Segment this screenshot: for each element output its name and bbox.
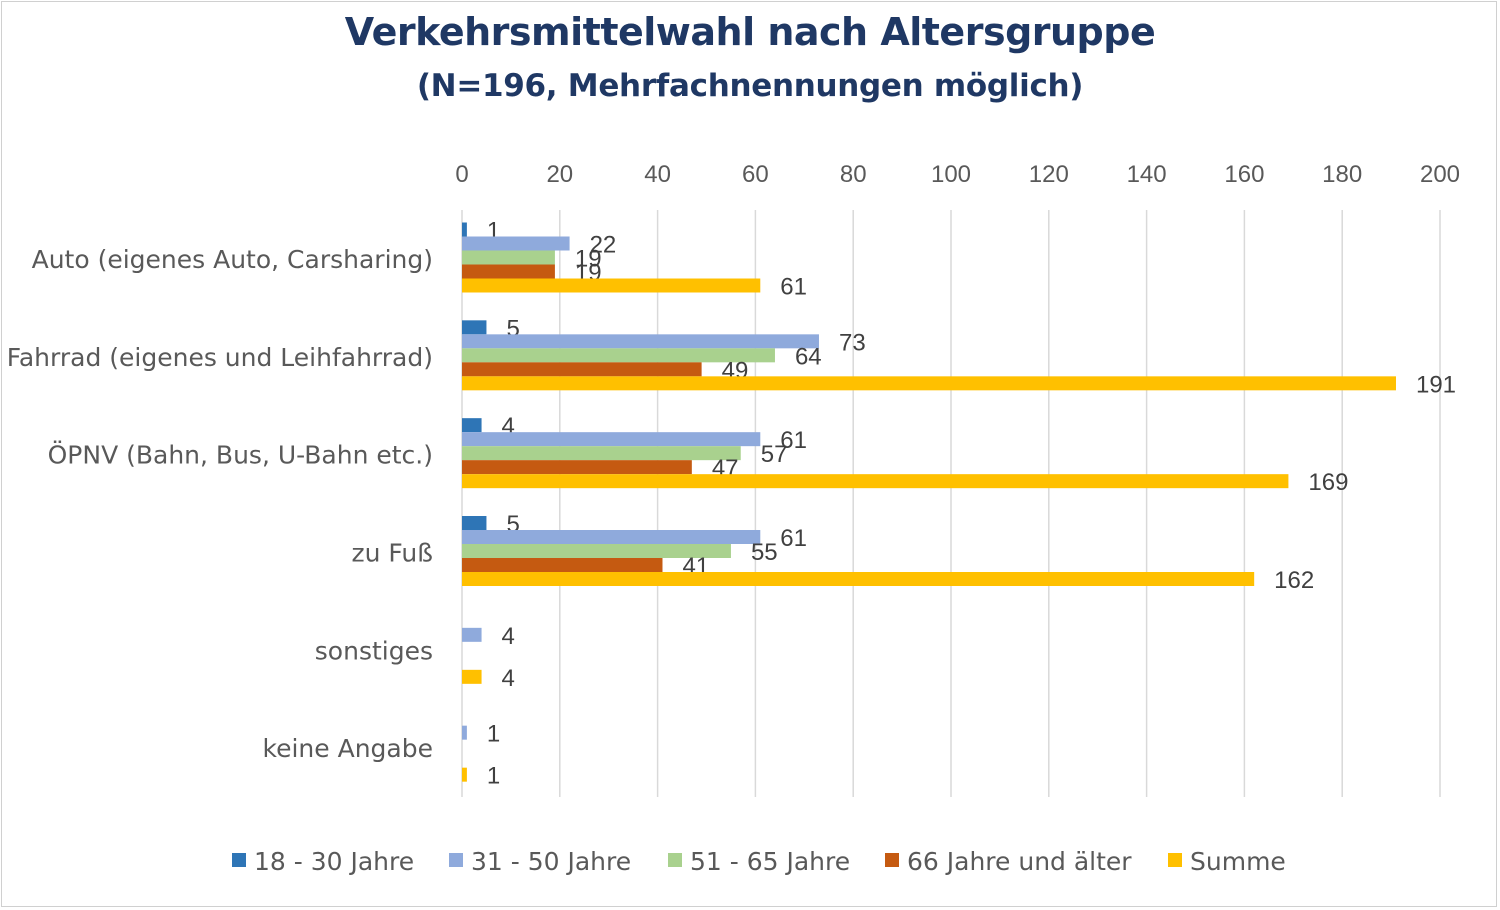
data-label: 4: [502, 665, 515, 692]
legend-label: 18 - 30 Jahre: [254, 847, 414, 876]
data-label: 73: [839, 329, 866, 356]
x-tick-label: 0: [455, 161, 468, 188]
x-tick-label: 200: [1420, 161, 1460, 188]
bar: [462, 334, 819, 349]
category-label: ÖPNV (Bahn, Bus, U-Bahn etc.): [48, 441, 433, 470]
bar: [462, 278, 761, 293]
data-label: 55: [751, 539, 778, 566]
data-label: 4: [502, 623, 515, 650]
legend-label: 51 - 65 Jahre: [690, 847, 850, 876]
x-tick-label: 180: [1322, 161, 1362, 188]
x-tick-label: 20: [546, 161, 573, 188]
legend-label: Summe: [1190, 847, 1286, 876]
bar: [462, 669, 482, 684]
bar: [462, 264, 555, 279]
data-label: 57: [761, 441, 788, 468]
bar: [462, 516, 487, 530]
data-label: 61: [780, 525, 807, 552]
bar: [462, 222, 467, 237]
bar: [462, 544, 731, 558]
data-label: 191: [1416, 371, 1456, 398]
data-label: 61: [780, 274, 807, 301]
x-tick-label: 60: [742, 161, 769, 188]
category-label: sonstiges: [315, 636, 433, 665]
bar: [462, 250, 555, 265]
category-label: keine Angabe: [263, 734, 433, 763]
legend-swatch: [232, 853, 246, 867]
chart-subtitle: (N=196, Mehrfachnennungen möglich): [416, 68, 1084, 104]
bar: [462, 446, 741, 461]
bar: [462, 320, 487, 335]
data-label: 169: [1308, 469, 1348, 496]
data-label: 162: [1274, 567, 1314, 594]
category-label: Fahrrad (eigenes und Leihfahrrad): [7, 343, 433, 372]
data-label: 1: [487, 721, 500, 748]
bar: [462, 558, 663, 572]
legend-swatch: [1168, 853, 1182, 867]
bar: [462, 432, 761, 447]
legend-label: 66 Jahre und älter: [907, 847, 1132, 876]
data-label: 22: [590, 232, 617, 259]
data-label: 19: [575, 246, 602, 273]
bar: [462, 460, 692, 475]
bar: [462, 725, 467, 740]
x-tick-label: 120: [1029, 161, 1069, 188]
bar: [462, 530, 761, 544]
bar: [462, 627, 482, 642]
x-tick-label: 100: [931, 161, 971, 188]
x-tick-label: 40: [644, 161, 671, 188]
data-label: 61: [780, 427, 807, 454]
bar: [462, 348, 775, 363]
bar: [462, 236, 570, 251]
bar: [462, 572, 1255, 586]
bar: [462, 767, 467, 782]
bar: [462, 376, 1396, 391]
bar: [462, 418, 482, 433]
legend-swatch: [449, 853, 463, 867]
bar: [462, 474, 1289, 489]
x-tick-label: 160: [1224, 161, 1264, 188]
x-tick-label: 80: [840, 161, 867, 188]
data-label: 64: [795, 343, 822, 370]
category-label: zu Fuß: [351, 538, 433, 567]
legend-swatch: [668, 853, 682, 867]
data-label: 1: [487, 763, 500, 790]
x-tick-label: 140: [1127, 161, 1167, 188]
legend-label: 31 - 50 Jahre: [471, 847, 631, 876]
bar: [462, 362, 702, 377]
legend-swatch: [885, 853, 899, 867]
chart-title: Verkehrsmittelwahl nach Altersgruppe: [344, 10, 1156, 54]
category-label: Auto (eigenes Auto, Carsharing): [32, 245, 433, 274]
